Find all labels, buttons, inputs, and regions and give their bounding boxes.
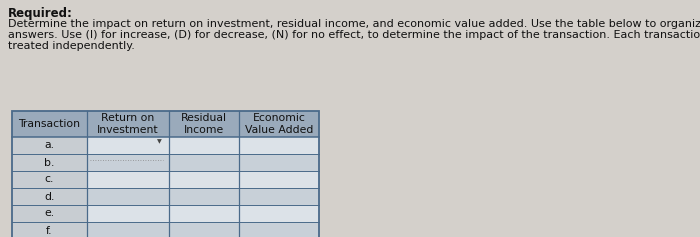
Text: f.: f.: [46, 225, 52, 236]
Bar: [87, 205, 319, 222]
Bar: [12, 171, 87, 188]
Text: Transaction: Transaction: [18, 119, 80, 129]
Bar: [12, 154, 87, 171]
Text: e.: e.: [44, 209, 55, 219]
Text: c.: c.: [45, 174, 54, 184]
Text: treated independently.: treated independently.: [8, 41, 135, 51]
Bar: [12, 188, 87, 205]
Text: Return on
Investment: Return on Investment: [97, 113, 159, 135]
Text: answers. Use (I) for increase, (D) for decrease, (N) for no effect, to determine: answers. Use (I) for increase, (D) for d…: [8, 30, 700, 40]
Bar: [87, 222, 319, 237]
Bar: [87, 137, 319, 154]
Bar: [12, 137, 87, 154]
Text: Required:: Required:: [8, 7, 73, 20]
Text: d.: d.: [44, 191, 55, 201]
Text: Residual
Income: Residual Income: [181, 113, 227, 135]
Text: a.: a.: [45, 141, 55, 150]
Text: ▼: ▼: [157, 139, 162, 144]
Bar: [87, 154, 319, 171]
Text: Determine the impact on return on investment, residual income, and economic valu: Determine the impact on return on invest…: [8, 19, 700, 29]
Bar: [87, 188, 319, 205]
Bar: [12, 111, 319, 237]
Bar: [12, 111, 319, 137]
Text: b.: b.: [44, 158, 55, 168]
Bar: [12, 205, 87, 222]
Bar: [87, 171, 319, 188]
Text: Economic
Value Added: Economic Value Added: [245, 113, 313, 135]
Bar: [12, 222, 87, 237]
